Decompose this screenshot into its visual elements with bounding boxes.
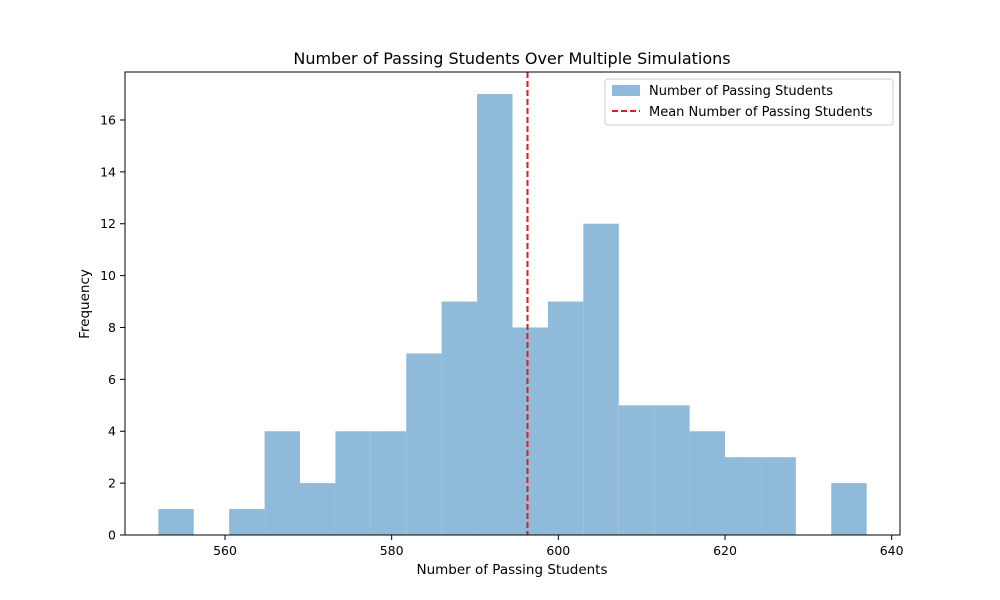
histogram-bar <box>583 223 619 535</box>
histogram-bar <box>831 483 867 535</box>
histogram-bar <box>229 509 265 535</box>
histogram-bar <box>477 94 513 536</box>
y-axis-ticks: 0 2 4 6 8 10 12 14 16 <box>100 112 125 543</box>
histogram-bar <box>618 405 655 535</box>
histogram-bar <box>441 301 478 535</box>
y-tick-label: 4 <box>108 424 116 439</box>
x-axis-label: Number of Passing Students <box>416 562 607 578</box>
histogram-bar <box>760 457 796 535</box>
bars-group <box>158 94 867 536</box>
x-tick-label: 560 <box>213 543 237 558</box>
y-tick-label: 6 <box>108 372 116 387</box>
x-tick-label: 600 <box>546 543 570 558</box>
legend-label-histogram: Number of Passing Students <box>649 84 833 99</box>
legend-swatch-histogram <box>612 85 640 96</box>
x-tick-label: 640 <box>880 543 904 558</box>
histogram-bar <box>335 431 371 535</box>
chart-title: Number of Passing Students Over Multiple… <box>293 49 730 68</box>
x-tick-label: 580 <box>380 543 404 558</box>
histogram-bar <box>158 509 194 535</box>
y-tick-label: 12 <box>100 216 116 231</box>
y-tick-label: 14 <box>100 164 116 179</box>
legend-label-mean-line: Mean Number of Passing Students <box>649 105 873 120</box>
histogram-bar <box>547 301 584 535</box>
y-tick-label: 0 <box>108 528 116 543</box>
y-tick-label: 8 <box>108 320 116 335</box>
legend: Number of Passing Students Mean Number o… <box>604 78 894 126</box>
legend-box <box>604 78 894 126</box>
y-tick-label: 16 <box>100 112 116 127</box>
histogram-bar <box>689 431 725 535</box>
histogram-bar <box>300 483 336 535</box>
histogram-bar <box>406 353 442 535</box>
histogram-bar <box>370 431 407 535</box>
x-axis-ticks: 560 580 600 620 640 <box>213 535 904 558</box>
y-axis-label: Frequency <box>77 269 93 339</box>
histogram-bar <box>512 327 548 535</box>
histogram-bar <box>725 457 761 535</box>
x-tick-label: 620 <box>713 543 737 558</box>
histogram-bar <box>654 405 690 535</box>
y-tick-label: 2 <box>108 476 116 491</box>
histogram-bar <box>264 431 300 535</box>
y-tick-label: 10 <box>100 268 116 283</box>
plot-frame <box>124 71 901 536</box>
